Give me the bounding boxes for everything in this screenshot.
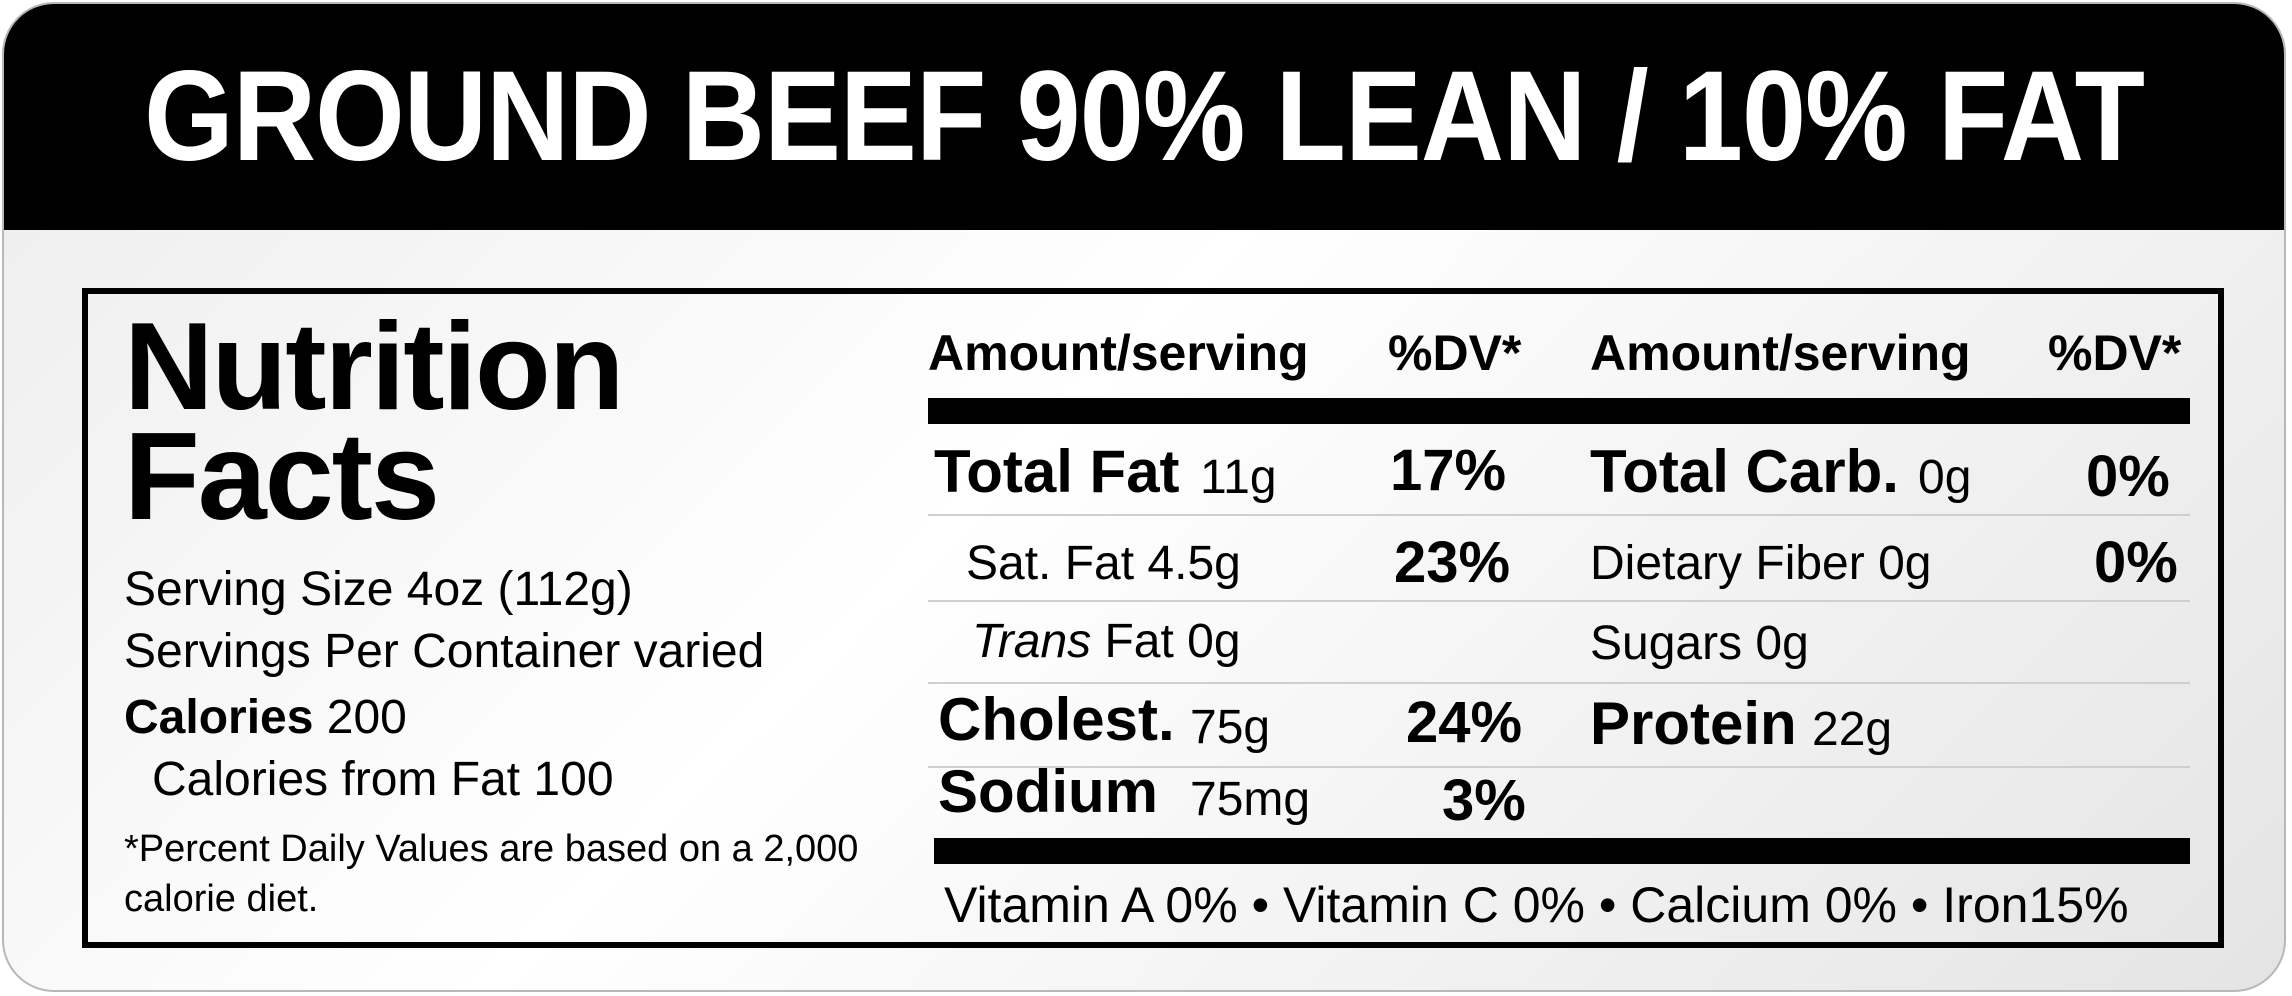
header-dv-left: %DV* <box>1388 325 1522 381</box>
sodium-dv: 3% <box>1442 768 1526 833</box>
header-dv-right: %DV* <box>2048 325 2182 381</box>
facts-summary: Nutrition Facts Serving Size 4oz (112g) … <box>88 294 888 942</box>
sodium-amount: 75mg <box>1190 773 1311 826</box>
fiber-dv: 0% <box>2094 530 2178 595</box>
cholest-dv: 24% <box>1406 690 1523 755</box>
sat-fat-dv: 23% <box>1394 530 1511 595</box>
sodium-name: Sodium <box>938 758 1158 825</box>
heading-line-2: Facts <box>124 408 440 546</box>
top-divider-bar <box>928 398 2190 424</box>
product-title: GROUND BEEF 90% LEAN / 10% FAT <box>143 45 2145 188</box>
calories-line: Calories 200 <box>124 694 407 742</box>
total-fat-amount: 11g <box>1200 451 1277 504</box>
heading-line-1: Nutrition <box>124 298 625 436</box>
bottom-divider-bar <box>934 838 2190 864</box>
serving-size: Serving Size 4oz (112g) <box>124 563 633 616</box>
trans-italic: Trans <box>972 615 1092 668</box>
servings-per-container: Servings Per Container varied <box>124 625 765 678</box>
sat-fat-name: Sat. Fat 4.5g <box>966 537 1241 590</box>
nutrition-facts-panel: Nutrition Facts Serving Size 4oz (112g) … <box>82 288 2224 948</box>
total-carb-amount: 0g <box>1918 451 1972 504</box>
protein-amount: 22g <box>1812 703 1893 756</box>
header-amount-right: Amount/serving <box>1590 325 1971 381</box>
cholest-name: Cholest. <box>938 686 1175 753</box>
fiber-name: Dietary Fiber 0g <box>1590 537 1932 590</box>
cholest-amount: 75g <box>1190 701 1271 754</box>
trans-rest: Fat 0g <box>1091 615 1241 668</box>
total-fat-dv: 17% <box>1390 438 1507 503</box>
total-carb-name: Total Carb. <box>1590 438 1899 505</box>
row-divider <box>928 600 2190 602</box>
row-divider <box>928 682 2190 684</box>
total-fat-name: Total Fat <box>934 438 1180 505</box>
calories-label: Calories <box>124 691 314 744</box>
protein-name: Protein <box>1590 690 1797 757</box>
vitamins-line: Vitamin A 0% • Vitamin C 0% • Calcium 0%… <box>944 877 2129 933</box>
calories-value: 200 <box>326 691 407 744</box>
row-divider <box>928 514 2190 516</box>
daily-value-footnote: *Percent Daily Values are based on a 2,0… <box>124 828 859 920</box>
header-amount-left: Amount/serving <box>928 325 1309 381</box>
calories-from-fat: Calories from Fat 100 <box>152 753 614 806</box>
sugars-name: Sugars 0g <box>1590 617 1809 670</box>
row-divider <box>928 766 2190 768</box>
trans-fat-name: Trans Fat 0g <box>972 618 1241 666</box>
nutrition-facts-heading: Nutrition Facts <box>124 305 625 539</box>
total-carb-dv: 0% <box>2086 444 2170 509</box>
product-banner: GROUND BEEF 90% LEAN / 10% FAT <box>4 4 2284 230</box>
